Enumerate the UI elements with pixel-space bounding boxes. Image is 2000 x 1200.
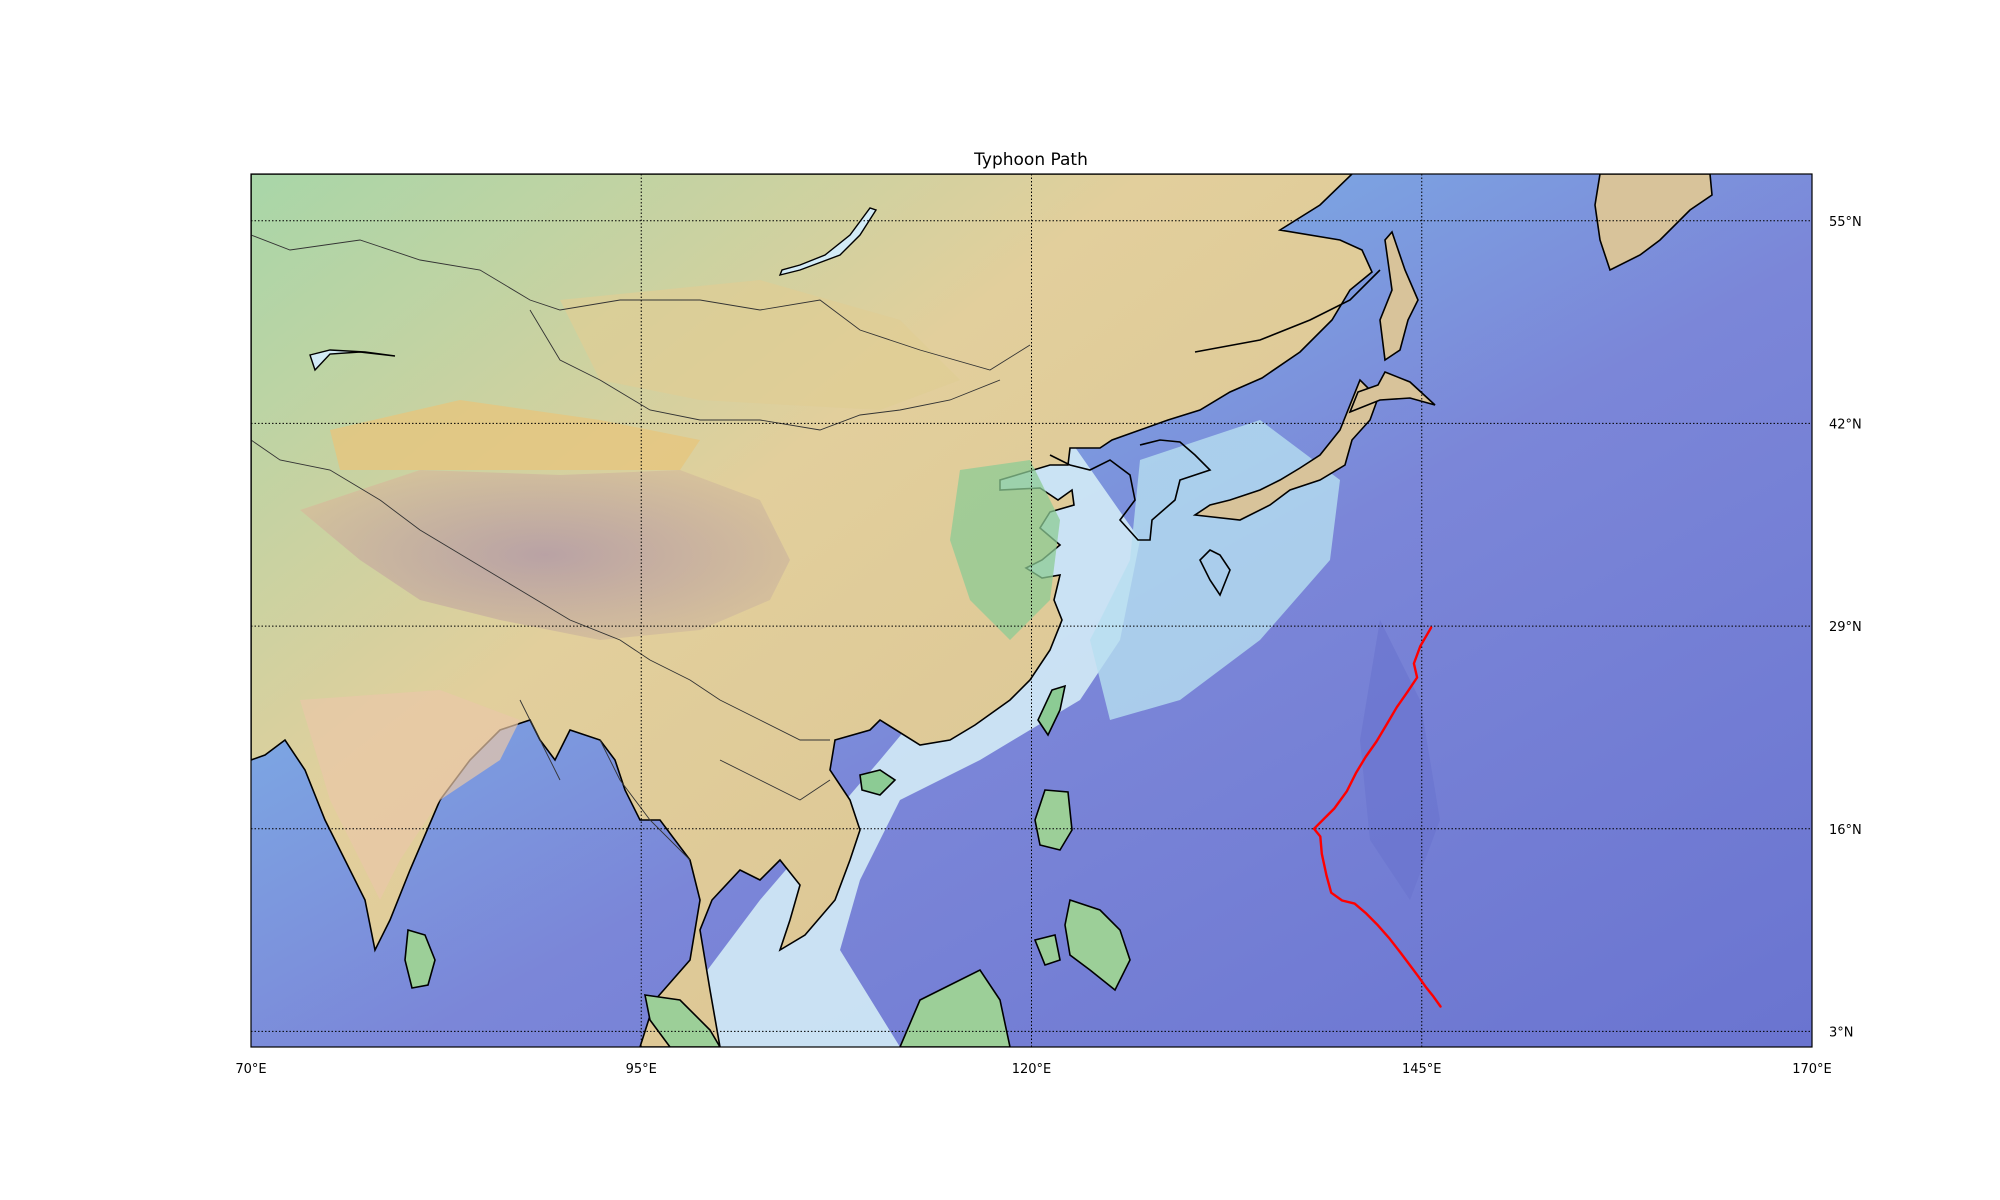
latitude-label: 3°N <box>1829 1025 1854 1040</box>
graticule <box>251 174 1812 1047</box>
sumatra <box>643 994 721 1047</box>
ocean-ridge <box>1360 620 1440 900</box>
sri-lanka <box>404 928 436 989</box>
sakhalin <box>1379 230 1419 362</box>
latitude-label: 29°N <box>1829 620 1862 635</box>
caspian-lake <box>309 349 396 372</box>
longitude-labels: 70°E 95°E 120°E 145°E 170°E <box>235 1062 1831 1077</box>
national-borders <box>251 234 1031 861</box>
hainan <box>859 769 897 796</box>
map-area <box>251 174 1812 1047</box>
longitude-label: 70°E <box>235 1062 266 1077</box>
lake-baikal <box>778 207 878 277</box>
map-frame <box>250 173 1813 1048</box>
map-title: Typhoon Path <box>973 150 1088 170</box>
latitude-label: 42°N <box>1829 417 1862 432</box>
gobi-desert <box>560 280 960 410</box>
taiwan <box>1037 684 1067 737</box>
north-china-plain <box>950 460 1060 640</box>
coastline-detail <box>1049 269 1381 597</box>
longitude-label: 170°E <box>1792 1062 1832 1077</box>
philippines <box>1033 789 1131 992</box>
tibetan-plateau <box>300 470 790 640</box>
latitude-label: 16°N <box>1829 823 1862 838</box>
tarim-basin <box>330 400 700 470</box>
borneo <box>899 968 1011 1047</box>
longitude-label: 95°E <box>626 1062 657 1077</box>
typhoon-track <box>1312 626 1442 1008</box>
longitude-label: 145°E <box>1402 1062 1442 1077</box>
latitude-labels: 55°N 42°N 29°N 16°N 3°N <box>1829 215 1862 1041</box>
kamchatka <box>1594 174 1713 272</box>
longitude-label: 120°E <box>1012 1062 1052 1077</box>
india-lowlands <box>300 690 520 900</box>
hokkaido <box>1348 370 1436 414</box>
latitude-label: 55°N <box>1829 215 1862 230</box>
